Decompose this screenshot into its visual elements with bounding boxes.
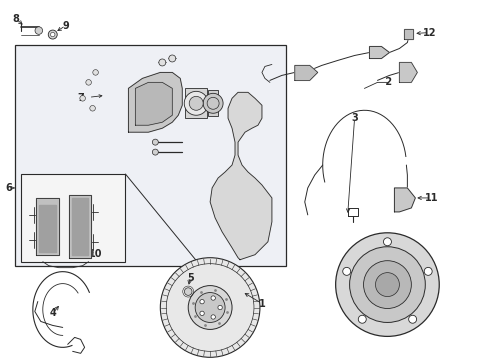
Circle shape	[375, 273, 399, 297]
Circle shape	[211, 315, 216, 319]
Bar	[21, 174, 125, 262]
Circle shape	[188, 285, 232, 329]
Circle shape	[200, 311, 204, 316]
Circle shape	[218, 305, 222, 310]
Circle shape	[93, 69, 98, 75]
Polygon shape	[295, 66, 318, 80]
Circle shape	[159, 59, 166, 66]
Polygon shape	[399, 62, 417, 82]
Circle shape	[358, 315, 366, 323]
Circle shape	[48, 30, 57, 39]
Text: 1: 1	[259, 298, 265, 309]
Text: 3: 3	[351, 113, 358, 123]
Circle shape	[189, 96, 203, 110]
Bar	[185, 88, 207, 118]
Polygon shape	[69, 195, 91, 258]
Circle shape	[349, 247, 425, 323]
Text: 11: 11	[424, 193, 438, 203]
Polygon shape	[210, 92, 272, 260]
Circle shape	[90, 105, 96, 111]
Polygon shape	[394, 188, 416, 212]
Bar	[208, 90, 218, 116]
Circle shape	[203, 93, 223, 113]
Circle shape	[184, 288, 192, 295]
Text: 9: 9	[62, 21, 69, 31]
Circle shape	[152, 149, 158, 155]
Circle shape	[86, 80, 92, 85]
Circle shape	[200, 300, 204, 304]
Text: 6: 6	[5, 183, 12, 193]
Circle shape	[343, 267, 351, 275]
Circle shape	[409, 315, 416, 323]
Text: 12: 12	[422, 28, 436, 37]
Circle shape	[35, 27, 43, 34]
Circle shape	[80, 95, 85, 101]
Circle shape	[211, 296, 216, 300]
Bar	[15, 45, 286, 266]
Circle shape	[384, 238, 392, 246]
Polygon shape	[72, 198, 88, 255]
Circle shape	[160, 258, 260, 357]
Circle shape	[336, 233, 439, 336]
Circle shape	[364, 261, 412, 309]
Circle shape	[152, 139, 158, 145]
Circle shape	[50, 32, 55, 37]
Polygon shape	[135, 82, 172, 125]
Polygon shape	[128, 72, 182, 132]
Text: 5: 5	[187, 273, 194, 283]
Text: 8: 8	[12, 14, 19, 24]
Polygon shape	[39, 205, 56, 252]
Text: 2: 2	[382, 77, 392, 87]
Polygon shape	[369, 46, 390, 58]
Text: 4: 4	[49, 309, 56, 319]
Polygon shape	[36, 198, 59, 255]
Text: 7: 7	[77, 93, 84, 103]
Circle shape	[169, 55, 176, 62]
Circle shape	[195, 293, 225, 323]
Text: 10: 10	[89, 249, 102, 259]
Polygon shape	[404, 28, 414, 39]
Circle shape	[424, 267, 432, 275]
Circle shape	[184, 91, 208, 115]
